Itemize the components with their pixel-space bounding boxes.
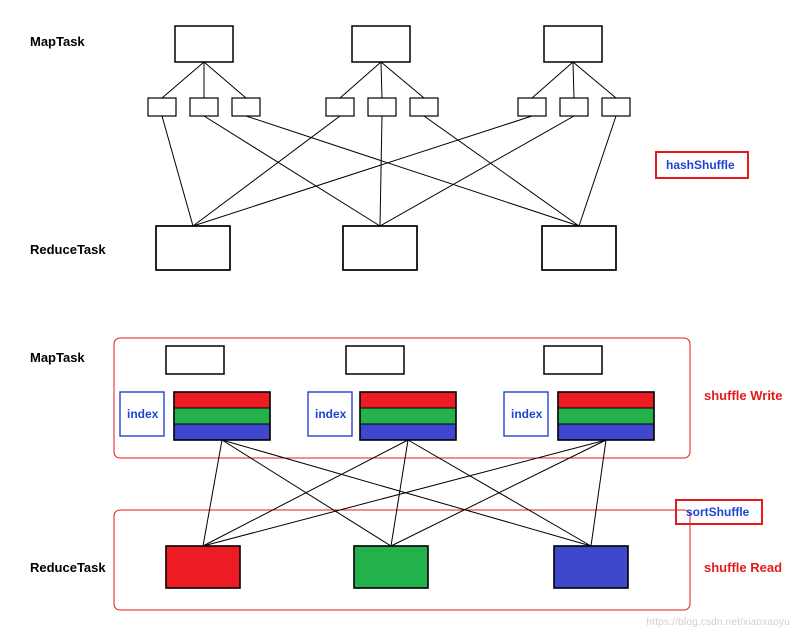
label-hashshuffle: hashShuffle [666,158,735,172]
stack-2-band-2 [558,424,654,440]
hash-map-2 [544,26,602,62]
edge [204,62,246,98]
edge [573,62,574,98]
hash-small-6 [518,98,546,116]
stack-0-band-0 [174,392,270,408]
sort-reduce-2 [554,546,628,588]
label-maptask-1: MapTask [30,34,85,49]
edge [222,440,591,546]
stack-1-band-0 [360,392,456,408]
edge [591,440,606,546]
label-reducetask-2: ReduceTask [30,560,106,575]
edge [579,116,616,226]
stack-1-band-2 [360,424,456,440]
label-maptask-2: MapTask [30,350,85,365]
stack-0-band-2 [174,424,270,440]
label-shuffle-write: shuffle Write [704,388,783,403]
edge [573,62,616,98]
edge [162,116,193,226]
edge [203,440,222,546]
hash-reduce-2 [542,226,616,270]
hash-small-4 [368,98,396,116]
hash-small-7 [560,98,588,116]
stack-2-band-1 [558,408,654,424]
stack-0-band-1 [174,408,270,424]
index-label-2: index [511,407,543,421]
watermark: https://blog.csdn.net/xiaoxaoyu [646,617,790,628]
stack-1-band-1 [360,408,456,424]
hash-map-0 [175,26,233,62]
hash-small-5 [410,98,438,116]
sort-map-1 [346,346,404,374]
edge [532,62,573,98]
index-label-0: index [127,407,159,421]
stack-2-band-0 [558,392,654,408]
edge [340,62,381,98]
edge [193,116,532,226]
sort-map-0 [166,346,224,374]
edge [424,116,579,226]
index-label-1: index [315,407,347,421]
hash-small-1 [190,98,218,116]
edge [203,440,606,546]
edge [204,116,380,226]
sort-map-2 [544,346,602,374]
hash-small-3 [326,98,354,116]
hash-map-1 [352,26,410,62]
edge [162,62,204,98]
label-reducetask-1: ReduceTask [30,242,106,257]
hash-reduce-0 [156,226,230,270]
label-sortshuffle: sortShuffle [686,505,750,519]
edge [203,440,408,546]
hash-small-2 [232,98,260,116]
edge [381,62,382,98]
edge [380,116,574,226]
edge [381,62,424,98]
label-shuffle-read: shuffle Read [704,560,782,575]
hash-reduce-1 [343,226,417,270]
sort-reduce-0 [166,546,240,588]
edge [391,440,606,546]
edge [380,116,382,226]
sort-reduce-1 [354,546,428,588]
hash-small-8 [602,98,630,116]
edge [193,116,340,226]
hash-small-0 [148,98,176,116]
edge [246,116,579,226]
